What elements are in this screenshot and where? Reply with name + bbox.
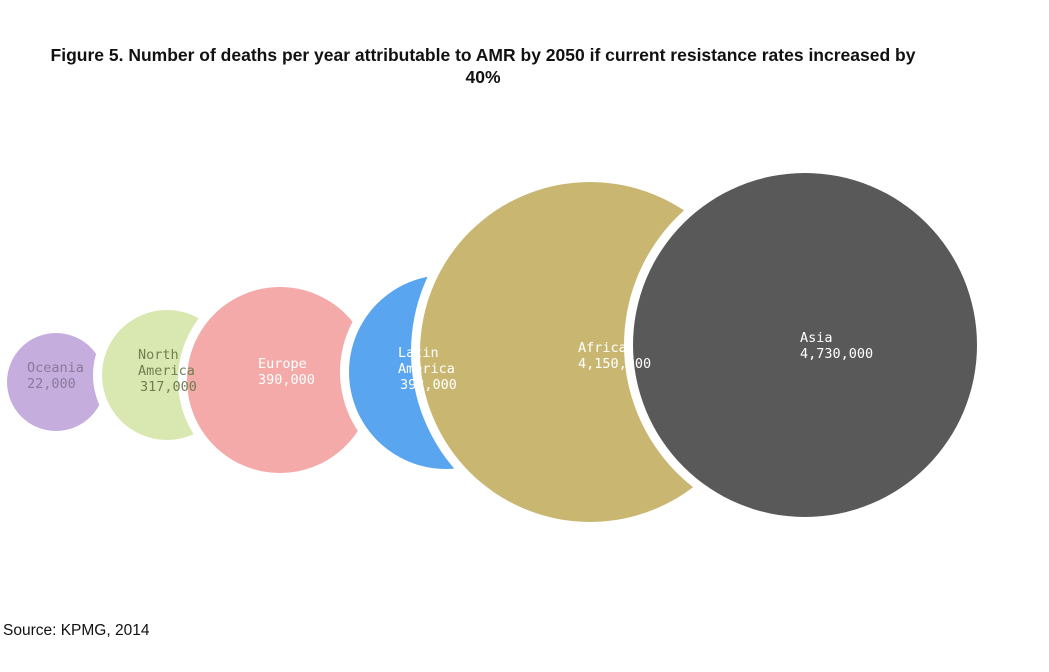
bubble-europe: [187, 287, 373, 473]
bubble-label-asia: Asia 4,730,000: [800, 330, 873, 362]
bubble-asia: [633, 173, 977, 517]
bubble-oceania: [7, 333, 105, 431]
region-label: North: [138, 347, 179, 363]
region-label: Latin: [398, 345, 439, 361]
region-label: Africa: [578, 340, 627, 356]
source-note: Source: KPMG, 2014: [3, 622, 150, 639]
region-label: America: [138, 363, 195, 379]
region-label: Asia: [800, 330, 833, 346]
value-label: 317,000: [140, 379, 197, 395]
bubble-label-north-america: North America 317,000: [138, 347, 197, 395]
value-label: 22,000: [27, 376, 76, 392]
bubble-label-africa: Africa 4,150,000: [578, 340, 651, 372]
bubble-label-latin-america: Latin America 392,000: [398, 345, 457, 393]
value-label: 390,000: [258, 372, 315, 388]
region-label: Europe: [258, 356, 307, 372]
value-label: 4,150,000: [578, 356, 651, 372]
region-label: Oceania: [27, 360, 84, 376]
bubble-label-oceania: Oceania 22,000: [27, 360, 84, 392]
value-label: 4,730,000: [800, 346, 873, 362]
bubble-label-europe: Europe 390,000: [258, 356, 315, 388]
value-label: 392,000: [400, 377, 457, 393]
chart-title: Figure 5. Number of deaths per year attr…: [50, 45, 916, 87]
region-label: America: [398, 361, 455, 377]
